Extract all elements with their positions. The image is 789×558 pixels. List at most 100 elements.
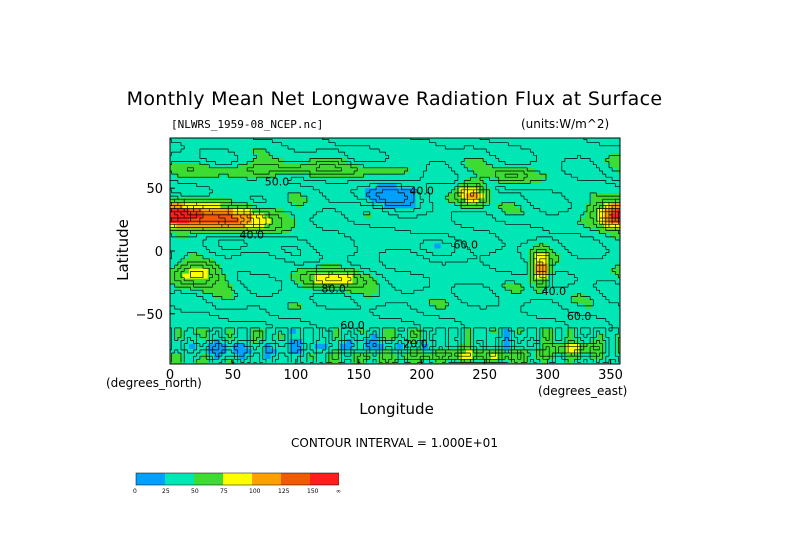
heatmap-cell [409, 223, 417, 229]
heatmap-cell [604, 243, 612, 250]
heatmap-cell [547, 343, 555, 350]
heatmap-cell [591, 328, 599, 335]
heatmap-cell [358, 238, 366, 245]
heatmap-cell [597, 178, 605, 184]
heatmap-cell [560, 163, 568, 169]
heatmap-cell [610, 333, 618, 340]
heatmap-cell [566, 273, 574, 280]
heatmap-cell [207, 148, 215, 154]
heatmap-cell [207, 208, 215, 214]
heatmap-cell [553, 218, 561, 224]
heatmap-cell [535, 213, 542, 219]
heatmap-cell [490, 203, 498, 209]
heatmap-cell [289, 143, 297, 149]
heatmap-cell [276, 353, 284, 360]
heatmap-cell [490, 283, 498, 290]
heatmap-cell [503, 173, 511, 179]
heatmap-cell [497, 178, 505, 184]
heatmap-cell [358, 208, 366, 214]
heatmap-cell [346, 303, 354, 310]
file-label: [NLWRS_1959-08_NCEP.nc] [171, 118, 324, 131]
heatmap-cell [465, 183, 473, 189]
heatmap-cell [371, 288, 379, 295]
heatmap-cell [214, 193, 221, 199]
heatmap-cell [390, 268, 398, 275]
heatmap-cell [207, 238, 215, 245]
heatmap-cell [188, 153, 196, 159]
heatmap-cell [547, 213, 555, 219]
heatmap-cell [188, 263, 196, 270]
heatmap-cell [232, 313, 240, 320]
heatmap-cell [333, 338, 341, 345]
heatmap-cell [258, 198, 265, 204]
heatmap-cell [522, 283, 530, 290]
heatmap-cell [239, 303, 247, 310]
heatmap-cell [201, 358, 209, 364]
heatmap-cell [465, 263, 473, 270]
heatmap-cell [402, 293, 410, 300]
heatmap-cell [434, 173, 442, 179]
heatmap-cell [232, 178, 240, 184]
heatmap-cell [232, 248, 240, 255]
heatmap-cell [528, 143, 536, 149]
heatmap-cell [446, 248, 454, 255]
heatmap-cell [226, 333, 234, 340]
heatmap-cell [327, 243, 335, 250]
colorbar-swatch [252, 473, 281, 485]
heatmap-cell [516, 353, 524, 360]
heatmap-cell [226, 248, 234, 255]
heatmap-cell [396, 273, 404, 280]
heatmap-cell [176, 138, 184, 144]
heatmap-cell [245, 333, 253, 340]
heatmap-cell [560, 148, 568, 154]
heatmap-cell [201, 163, 209, 169]
heatmap-cell [409, 353, 417, 360]
heatmap-cell [371, 163, 379, 169]
heatmap-cell [383, 318, 391, 325]
heatmap-cell [333, 273, 341, 280]
heatmap-cell [440, 348, 448, 355]
heatmap-cell [522, 163, 530, 169]
heatmap-cell [509, 278, 517, 285]
heatmap-cell [547, 348, 555, 355]
heatmap-cell [597, 283, 605, 290]
heatmap-cell [377, 228, 385, 235]
heatmap-cell [409, 183, 417, 189]
heatmap-cell [503, 148, 511, 154]
heatmap-cell [302, 313, 310, 320]
heatmap-cell [522, 288, 530, 295]
heatmap-cell [528, 348, 536, 355]
heatmap-cell [560, 233, 568, 240]
heatmap-cell [276, 148, 284, 154]
heatmap-cell [472, 163, 479, 169]
heatmap-cell [377, 328, 385, 335]
heatmap-cell [604, 178, 612, 184]
heatmap-cell [402, 358, 410, 364]
heatmap-cell [182, 203, 190, 209]
heatmap-cell [251, 223, 259, 229]
heatmap-cell [321, 303, 328, 310]
heatmap-cell [478, 303, 486, 310]
heatmap-cell [377, 183, 385, 189]
heatmap-cell [195, 213, 203, 219]
heatmap-cell [597, 343, 605, 350]
heatmap-cell [591, 278, 599, 285]
heatmap-cell [579, 318, 586, 325]
heatmap-cell [302, 148, 310, 154]
heatmap-cell [440, 193, 448, 199]
heatmap-cell [289, 293, 297, 300]
heatmap-cell [497, 253, 505, 260]
heatmap-cell [377, 173, 385, 179]
heatmap-cell [453, 353, 461, 360]
heatmap-cell [220, 358, 228, 364]
heatmap-cell [352, 328, 360, 335]
heatmap-cell [421, 238, 429, 245]
heatmap-cell [440, 258, 448, 265]
heatmap-cell [289, 213, 297, 219]
heatmap-cell [409, 178, 417, 184]
heatmap-cell [352, 188, 360, 194]
heatmap-cell [232, 263, 240, 270]
heatmap-cell [453, 178, 461, 184]
heatmap-cell [566, 258, 574, 265]
heatmap-cell [535, 178, 542, 184]
